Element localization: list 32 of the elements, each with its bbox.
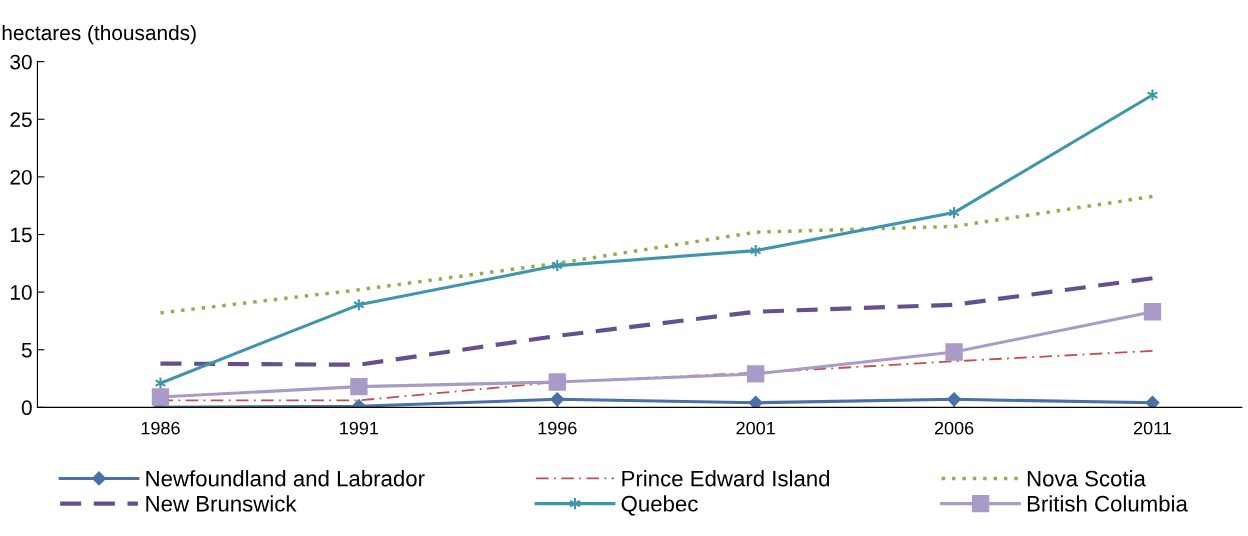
y-tick-label: 30 — [10, 54, 32, 70]
point — [1145, 395, 1160, 408]
y-tick-label: 10 — [11, 285, 32, 300]
point — [550, 392, 565, 407]
y-tick-label: 20 — [10, 169, 32, 185]
point — [748, 395, 763, 408]
x-tick-label: 1986 — [141, 421, 180, 435]
y-axis-title: hectares (thousands) — [2, 24, 196, 45]
point — [746, 365, 765, 383]
line-series — [158, 194, 1155, 315]
x-tick-label: 1991 — [340, 421, 379, 435]
point — [947, 392, 961, 407]
y-tick-label: 5 — [21, 342, 32, 358]
legend-label: Quebec — [621, 495, 698, 516]
legend-label: New Brunswick — [146, 495, 297, 512]
y-tick-label: 15 — [11, 227, 32, 243]
y-tick-label: 0 — [21, 400, 32, 416]
x-tick-label: 2011 — [1133, 421, 1172, 435]
point — [945, 343, 963, 361]
point — [350, 377, 368, 396]
line-series — [158, 276, 1155, 367]
y-tick-label: 25 — [10, 112, 32, 128]
point — [1143, 303, 1162, 321]
legend-label: Prince Edward Island — [622, 470, 830, 487]
legend-label: British Columbia — [1027, 495, 1188, 512]
legend-label: Nova Scotia — [1027, 470, 1146, 487]
x-tick-label: 1996 — [538, 421, 577, 435]
point — [548, 373, 566, 391]
legend-label: Newfoundland and Labrador — [146, 470, 425, 487]
x-tick-label: 2001 — [736, 421, 775, 435]
point — [151, 388, 170, 406]
x-tick-label: 2006 — [934, 421, 974, 435]
